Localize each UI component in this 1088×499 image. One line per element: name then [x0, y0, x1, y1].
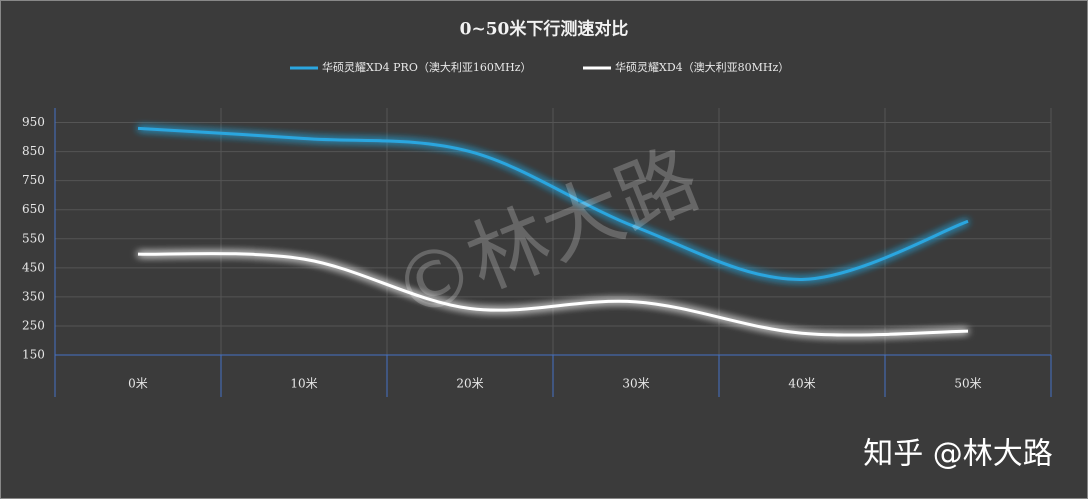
x-tick-label: 20米 [456, 377, 483, 391]
legend-label: 华硕灵耀XD4（澳大利亚80MHz） [615, 60, 789, 74]
y-tick-label: 850 [22, 144, 45, 158]
y-tick-label: 750 [22, 173, 45, 187]
x-tick-label: 50米 [954, 377, 981, 391]
x-tick-label: 10米 [290, 377, 317, 391]
y-tick-label: 250 [22, 318, 45, 332]
x-tick-label: 40米 [788, 377, 815, 391]
credit: 知乎 @林大路 [863, 437, 1053, 472]
y-tick-label: 550 [22, 231, 45, 245]
series-line [137, 252, 969, 337]
y-tick-label: 950 [22, 115, 45, 129]
y-tick-label: 450 [22, 260, 45, 274]
y-tick-label: 650 [22, 202, 45, 216]
plot: 150 250 350 450 550 650 750 850 950 0米 10米 20米 30米 40… [22, 60, 1052, 397]
series-line [137, 126, 969, 281]
x-tick-label: 30米 [622, 377, 649, 391]
chart-title: 0~50米下行测速对比 [460, 19, 629, 40]
x-tick-label: 0米 [128, 377, 148, 391]
legend-label: 华硕灵耀XD4 PRO（澳大利亚160MHz） [322, 60, 532, 74]
y-tick-label: 150 [22, 348, 45, 362]
y-tick-label: 350 [22, 289, 45, 303]
